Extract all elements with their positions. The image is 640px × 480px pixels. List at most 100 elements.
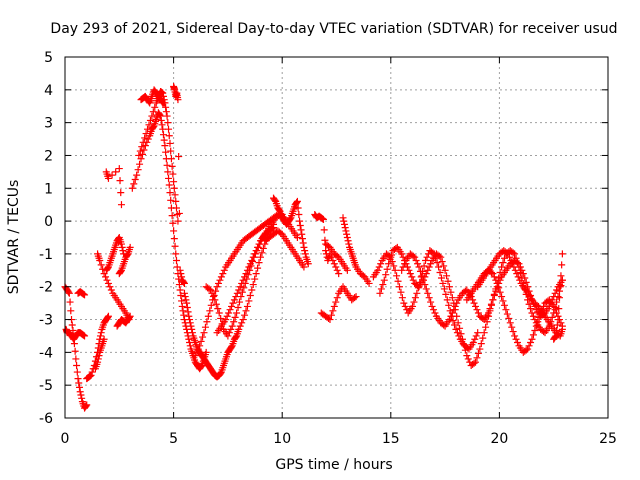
data-point xyxy=(94,355,102,363)
data-point xyxy=(259,244,267,252)
data-point xyxy=(139,138,147,146)
data-point xyxy=(297,226,305,234)
data-point xyxy=(246,291,254,299)
data-point xyxy=(548,313,556,321)
data-point xyxy=(509,249,517,257)
data-point xyxy=(227,325,235,333)
data-point xyxy=(400,299,408,307)
data-point xyxy=(206,307,214,315)
data-point xyxy=(103,276,111,284)
data-point xyxy=(516,269,524,277)
data-point xyxy=(443,272,451,280)
series-sat-X xyxy=(322,240,351,274)
data-point xyxy=(108,171,116,179)
data-point xyxy=(73,368,81,376)
data-point xyxy=(115,165,123,173)
data-point xyxy=(204,312,212,320)
data-point xyxy=(457,330,465,338)
data-point xyxy=(75,379,83,387)
data-point xyxy=(208,289,216,297)
data-point xyxy=(504,250,512,258)
data-point xyxy=(514,273,522,281)
data-point xyxy=(166,189,174,197)
data-point xyxy=(182,296,190,304)
data-point xyxy=(447,312,455,320)
data-point xyxy=(196,342,204,350)
data-point xyxy=(427,298,435,306)
data-point xyxy=(500,301,508,309)
data-point xyxy=(294,204,302,212)
data-point xyxy=(454,319,462,327)
data-point xyxy=(239,316,247,324)
data-point xyxy=(436,269,444,277)
data-point xyxy=(333,294,341,302)
data-point xyxy=(451,321,459,329)
data-point xyxy=(319,215,327,223)
data-point xyxy=(447,288,455,296)
data-point xyxy=(508,260,516,268)
data-point xyxy=(167,155,175,163)
data-point xyxy=(300,243,308,251)
data-point xyxy=(329,256,337,264)
data-point xyxy=(505,314,513,322)
data-point xyxy=(332,298,340,306)
axes: 0 5 10 15 20 25 -6 -5 -4 -3 -2 -1 0 1 2 3 4 5 xyxy=(39,50,617,447)
data-point xyxy=(333,266,341,274)
data-point xyxy=(329,307,337,315)
data-point xyxy=(365,279,373,287)
data-point xyxy=(172,256,180,264)
data-point xyxy=(123,251,131,259)
series-sat-D xyxy=(83,312,112,383)
y-tick-label: -3 xyxy=(39,313,53,329)
data-point xyxy=(556,283,564,291)
data-point xyxy=(78,394,86,402)
data-point xyxy=(183,299,191,307)
data-point xyxy=(339,214,347,222)
data-point xyxy=(235,286,243,294)
data-point xyxy=(187,322,195,330)
data-point xyxy=(296,221,304,229)
data-point xyxy=(162,103,170,111)
data-point xyxy=(214,305,222,313)
data-point xyxy=(258,249,266,257)
series-sat-C xyxy=(74,288,89,299)
series-sat-Q xyxy=(202,211,301,340)
data-point xyxy=(516,276,524,284)
data-point xyxy=(422,285,430,293)
data-point xyxy=(469,339,477,347)
data-point xyxy=(293,197,301,205)
data-point xyxy=(225,329,233,337)
data-point xyxy=(490,290,498,298)
data-point xyxy=(81,332,89,340)
data-point xyxy=(87,371,95,379)
data-point xyxy=(448,309,456,317)
chart-title: Day 293 of 2021, Sidereal Day-to-day VTE… xyxy=(50,21,617,37)
data-point xyxy=(394,277,402,285)
data-point xyxy=(243,302,251,310)
x-tick-label: 10 xyxy=(273,431,291,447)
data-point xyxy=(383,265,391,273)
data-point xyxy=(203,318,211,326)
data-point xyxy=(241,311,249,319)
data-point xyxy=(502,306,510,314)
data-point xyxy=(138,143,146,151)
data-point xyxy=(553,326,561,334)
data-point xyxy=(232,333,240,341)
data-point xyxy=(472,332,480,340)
data-point xyxy=(422,270,430,278)
data-point xyxy=(236,283,244,291)
data-point xyxy=(300,263,308,271)
data-point xyxy=(177,291,185,299)
data-point xyxy=(193,348,201,356)
data-point xyxy=(235,298,243,306)
data-point xyxy=(555,287,563,295)
data-point xyxy=(164,119,172,127)
data-point xyxy=(473,354,481,362)
data-point xyxy=(148,112,156,120)
data-point xyxy=(255,240,263,248)
data-point xyxy=(439,279,447,287)
data-point xyxy=(435,252,443,260)
data-point xyxy=(160,136,168,144)
data-point xyxy=(380,276,388,284)
data-point xyxy=(174,217,182,225)
